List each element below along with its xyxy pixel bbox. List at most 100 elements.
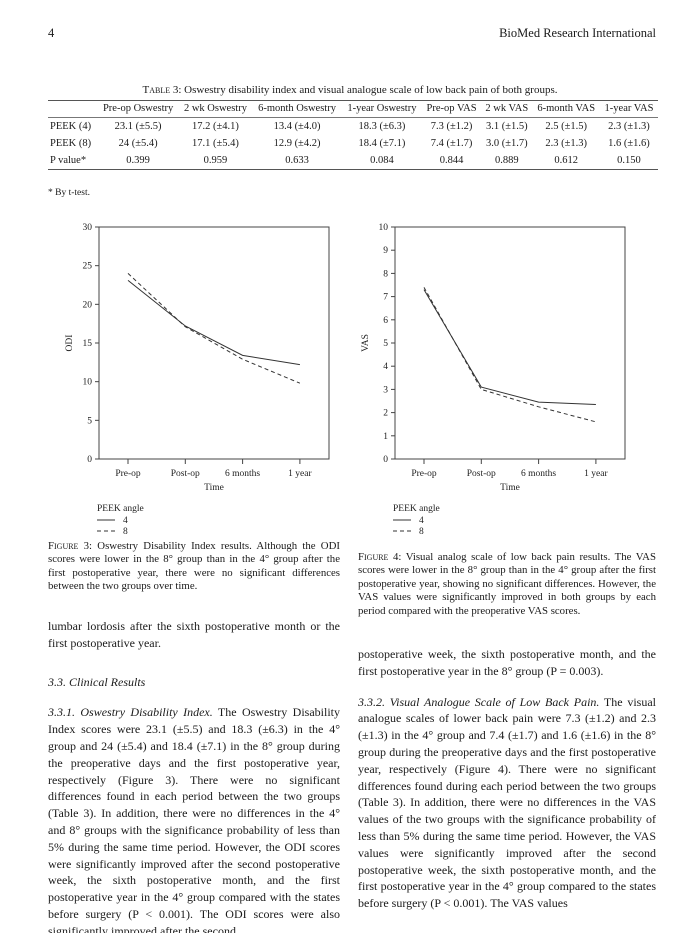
table-cell: 1.6 (±1.6) (608, 138, 650, 149)
y-tick-label: 30 (83, 223, 93, 233)
paragraph: lumbar lordosis after the sixth postoper… (48, 619, 340, 650)
x-axis-label: Time (204, 483, 224, 493)
legend-title: PEEK angle (393, 504, 440, 514)
y-tick-label: 5 (87, 416, 92, 426)
y-tick-label: 20 (83, 300, 93, 310)
series-line-8 (127, 273, 301, 384)
column-header: Pre-op Oswestry (102, 103, 174, 114)
y-tick-label: 5 (383, 339, 388, 349)
left-column: lumbar lordosis after the sixth postoper… (48, 618, 340, 933)
page-number: 4 (48, 26, 55, 40)
y-tick-label: 10 (83, 378, 93, 388)
table-cell: 0.150 (617, 155, 641, 166)
table-footnote: * By t-test. (48, 188, 90, 198)
y-tick-label: 9 (383, 246, 388, 256)
subsection-heading: 3.3.1. Oswestry Disability Index. (48, 705, 213, 720)
figure3-text: Oswestry Disability Index results. Altho… (48, 540, 340, 593)
vas-chart: 0 1 2 3 4 5 6 7 8 9 10 Pre-op Post-op 6 months 1 year T… (361, 223, 626, 537)
y-tick-label: 10 (379, 223, 389, 233)
subsection-heading: 3.3.2. Visual Analogue Scale of Low Back… (358, 694, 600, 709)
table-cell: 0.612 (554, 155, 579, 166)
series-line-8 (423, 287, 597, 423)
plot-frame (98, 226, 330, 460)
column-header: 6-month Oswestry (258, 103, 336, 114)
x-tick-label: 1 year (584, 469, 608, 479)
column-header: 1-year Oswestry (347, 103, 417, 114)
right-column: postoperative week, the sixth postoperat… (358, 646, 656, 912)
y-tick-label: 0 (383, 455, 388, 465)
odi-chart: 0 5 10 15 20 25 30 Pre-op Post-op 6 months 1 year T… (65, 223, 330, 537)
table-cell: 13.4 (±4.0) (273, 121, 321, 132)
column-header: 6-month VAS (537, 103, 596, 114)
legend-label: 8 (123, 527, 128, 537)
journal-name: BioMed Research International (499, 26, 656, 40)
y-tick-label: 6 (383, 316, 388, 326)
table-caption-label: Table 3: (142, 84, 182, 96)
y-axis-label: VAS (361, 334, 371, 352)
y-tick-label: 4 (383, 362, 388, 372)
legend-label: 4 (419, 516, 424, 526)
figure3-caption: Figure 3: Oswestry Disability Index resu… (48, 540, 340, 594)
column-header (48, 101, 97, 118)
legend-label: 8 (419, 527, 424, 537)
figure3-label: Figure 3: (48, 540, 93, 552)
results-table: Pre-op Oswestry 2 wk Oswestry 6-month Oswe… (48, 100, 658, 170)
table-cell: 23.1 (±5.5) (114, 121, 162, 132)
section-heading: 3.3. Clinical Results (48, 674, 146, 689)
table-cell: 2.3 (±1.3) (608, 121, 650, 132)
table-cell: 0.844 (439, 155, 464, 166)
table-cell: 0.633 (285, 155, 309, 166)
column-header: 1-year VAS (604, 103, 654, 114)
x-tick-label: Pre-op (115, 469, 141, 479)
table-cell: 7.3 (±1.2) (430, 121, 473, 132)
paragraph: 3.3.2. Visual Analogue Scale of Low Back… (358, 694, 656, 912)
table-cell: 17.2 (±4.1) (192, 121, 239, 132)
table-cell: 18.4 (±7.1) (358, 138, 406, 149)
table-row: P value* 0.399 0.959 0.633 0.084 0.844 0.889 0.… (48, 152, 658, 170)
table-header-row: Pre-op Oswestry 2 wk Oswestry 6-month Oswe… (48, 100, 658, 118)
paragraph: 3.3.1. Oswestry Disability Index. The Os… (48, 704, 340, 933)
column-header: 2 wk Oswestry (183, 103, 247, 114)
series-line-4 (127, 279, 300, 366)
x-tick-label: Post-op (467, 469, 496, 479)
y-tick-label: 25 (83, 262, 93, 272)
series-line-4 (423, 289, 596, 405)
table-cell: 0.399 (126, 155, 150, 166)
table-row: PEEK (4) 23.1 (±5.5) 17.2 (±4.1) 13.4 (±4.0… (48, 118, 658, 136)
column-header: 2 wk VAS (485, 103, 529, 114)
table-cell: 24 (±5.4) (118, 138, 158, 149)
legend-title: PEEK angle (97, 504, 144, 514)
x-tick-label: Pre-op (411, 469, 437, 479)
table-cell: 7.4 (±1.7) (430, 138, 473, 149)
figure4-caption: Figure 4: Visual analog scale of low bac… (358, 551, 656, 618)
row-label: PEEK (4) (50, 121, 92, 132)
y-tick-label: 1 (383, 432, 388, 442)
x-tick-label: 6 months (521, 469, 556, 479)
y-tick-label: 2 (383, 409, 388, 419)
y-axis-label: ODI (65, 335, 75, 352)
table-cell: 2.3 (±1.3) (545, 138, 588, 149)
table-cell: 18.3 (±6.3) (358, 121, 406, 132)
table-row: PEEK (8) 24 (±5.4) 17.1 (±5.4) 12.9 (±4.2) 1… (48, 135, 658, 152)
y-tick-label: 7 (383, 293, 388, 303)
table-cell: 0.889 (495, 155, 519, 166)
table-cell: 17.1 (±5.4) (192, 138, 239, 149)
x-tick-label: 6 months (225, 469, 260, 479)
paragraph-text: The Oswestry Disability Index scores wer… (48, 705, 340, 933)
row-label: P value* (50, 155, 87, 166)
row-label: PEEK (8) (50, 138, 92, 149)
y-tick-label: 8 (383, 269, 388, 279)
table-cell: 0.959 (203, 155, 228, 166)
table-cell: 12.9 (±4.2) (273, 138, 321, 149)
legend-label: 4 (123, 516, 128, 526)
paragraph-text: The visual analogue scales of lower back… (358, 694, 656, 911)
x-axis-label: Time (500, 483, 520, 493)
table-cell: 3.0 (±1.7) (485, 138, 528, 149)
plot-frame (394, 226, 626, 460)
table-caption: Table 3: Oswestry disability index and v… (0, 84, 700, 96)
x-tick-label: Post-op (171, 469, 200, 479)
table-cell: 3.1 (±1.5) (485, 121, 528, 132)
y-tick-label: 15 (83, 339, 93, 349)
y-tick-label: 0 (87, 455, 92, 465)
